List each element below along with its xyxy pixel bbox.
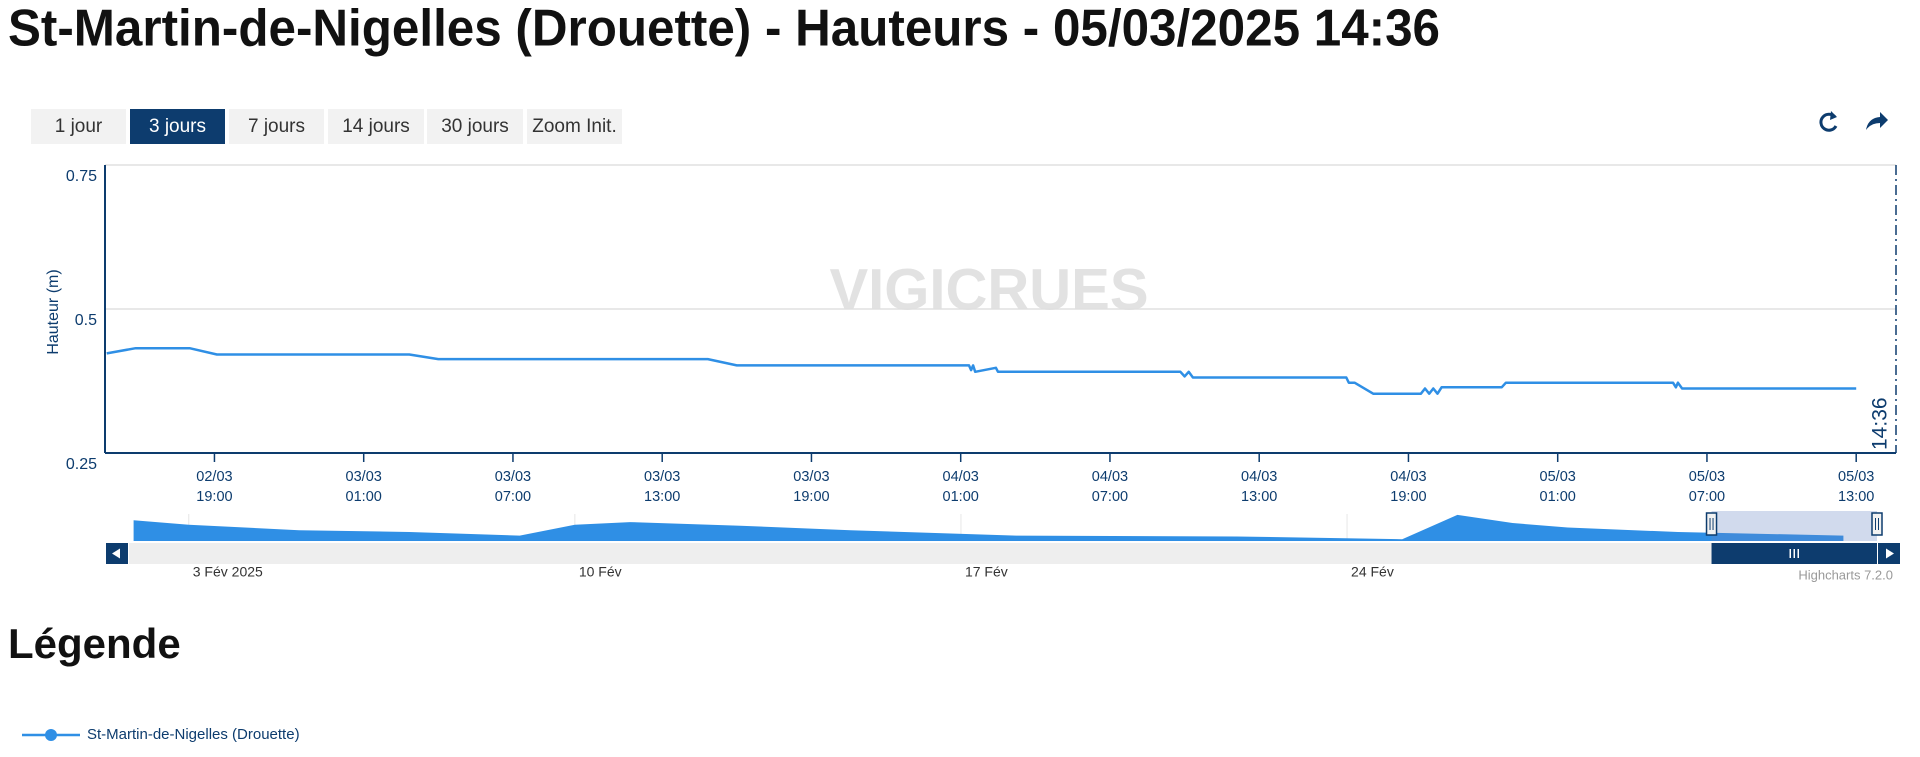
x-tick-label: 04/03 [1390, 469, 1426, 485]
x-tick-label: 01:00 [346, 489, 382, 505]
button-arrow [1886, 548, 1894, 559]
x-tick-label: 05/03 [1689, 469, 1725, 485]
x-tick-label: 04/03 [1092, 469, 1128, 485]
range-button-bg [31, 109, 126, 144]
scrollbar-track [129, 543, 1877, 564]
x-tick-label: 04/03 [943, 469, 979, 485]
navigator-handle[interactable] [1705, 512, 1718, 536]
y-axis-title: Hauteur (m) [45, 269, 62, 354]
x-tick-label: 13:00 [1241, 489, 1277, 505]
navigator-mask [1711, 511, 1877, 541]
x-tick-label: 03/03 [644, 469, 680, 485]
handle-body [1705, 512, 1718, 536]
x-tick-label: 13:00 [1838, 489, 1874, 505]
x-tick-label: 19:00 [1390, 489, 1426, 505]
navigator-tick-label: 24 Fév [1351, 564, 1394, 580]
credits: Highcharts 7.2.0 [1798, 567, 1893, 582]
share-button[interactable] [1866, 112, 1888, 130]
x-tick-label: 07:00 [1689, 489, 1725, 505]
page-title: St-Martin-de-Nigelles (Drouette) - Haute… [8, 0, 1440, 58]
navigator-tick-label: 17 Fév [965, 564, 1008, 580]
series-line [106, 346, 1857, 395]
plot-line-label: 14:36 [1869, 397, 1892, 450]
range-button-bg [328, 109, 424, 144]
range-button[interactable]: Zoom Init. [527, 109, 622, 144]
x-tick-label: 13:00 [644, 489, 680, 505]
x-tick-label: 05/03 [1838, 469, 1874, 485]
range-button-bg [229, 109, 324, 144]
x-tick-label: 01:00 [1540, 489, 1576, 505]
range-button-label: 3 jours [149, 116, 206, 137]
share-icon [1866, 112, 1888, 130]
x-tick-label: 07:00 [1092, 489, 1128, 505]
refresh-button[interactable] [1819, 111, 1838, 132]
scrollbar-right-button[interactable] [1878, 543, 1900, 564]
y-tick-label: 0.5 [75, 312, 97, 329]
button-arrow [112, 548, 120, 559]
x-tick-label: 07:00 [495, 489, 531, 505]
scrollbar-left-button[interactable] [106, 543, 128, 564]
y-tick-label: 0.25 [66, 456, 97, 473]
range-button[interactable]: 7 jours [229, 109, 324, 144]
x-tick-label: 03/03 [495, 469, 531, 485]
x-tick-label: 19:00 [793, 489, 829, 505]
legend-title: Légende [8, 620, 181, 667]
refresh-icon [1819, 112, 1838, 132]
handle-body [1871, 512, 1883, 536]
refresh-arrow [1830, 111, 1837, 120]
watermark: VIGICRUES [829, 257, 1148, 322]
legend-label: St-Martin-de-Nigelles (Drouette) [87, 726, 300, 743]
range-selector: 1 jour 3 jours 7 jours 14 jours 30 jours Zoom… [31, 109, 622, 144]
x-tick-label: 01:00 [943, 489, 979, 505]
range-button-label: Zoom Init. [532, 116, 616, 137]
x-tick-label: 03/03 [346, 469, 382, 485]
range-button[interactable]: 3 jours [130, 109, 225, 144]
range-button-label: 7 jours [248, 116, 305, 137]
navigator-tick-label: 10 Fév [579, 564, 622, 580]
range-button-bg [527, 109, 622, 144]
range-button-label: 30 jours [441, 116, 509, 137]
x-tick-label: 03/03 [793, 469, 829, 485]
range-button-label: 1 jour [55, 116, 103, 137]
main-chart: 0.25 0.5 0.75 Hauteur (m) 02/03 19:00 03/03 01:… [45, 164, 1897, 505]
x-tick-label: 04/03 [1241, 469, 1277, 485]
x-tick-label: 19:00 [196, 489, 232, 505]
navigator-tick-label: 3 Fév 2025 [193, 564, 263, 580]
legend[interactable]: St-Martin-de-Nigelles (Drouette) [22, 726, 300, 743]
range-button-label: 14 jours [342, 116, 410, 137]
range-button-bg [130, 109, 225, 144]
navigator-handle[interactable] [1871, 512, 1883, 536]
range-button[interactable]: 14 jours [328, 109, 424, 144]
range-button[interactable]: 1 jour [31, 109, 126, 144]
navigator-area [133, 514, 1844, 541]
legend-symbol-marker [45, 729, 57, 741]
y-tick-label: 0.75 [66, 168, 97, 185]
range-button-bg [427, 109, 523, 144]
x-tick-label: 05/03 [1540, 469, 1576, 485]
range-button[interactable]: 30 jours [427, 109, 523, 144]
navigator: 3 Fév 2025 10 Fév 17 Fév 24 Fév [106, 511, 1900, 580]
x-tick-label: 02/03 [196, 469, 232, 485]
